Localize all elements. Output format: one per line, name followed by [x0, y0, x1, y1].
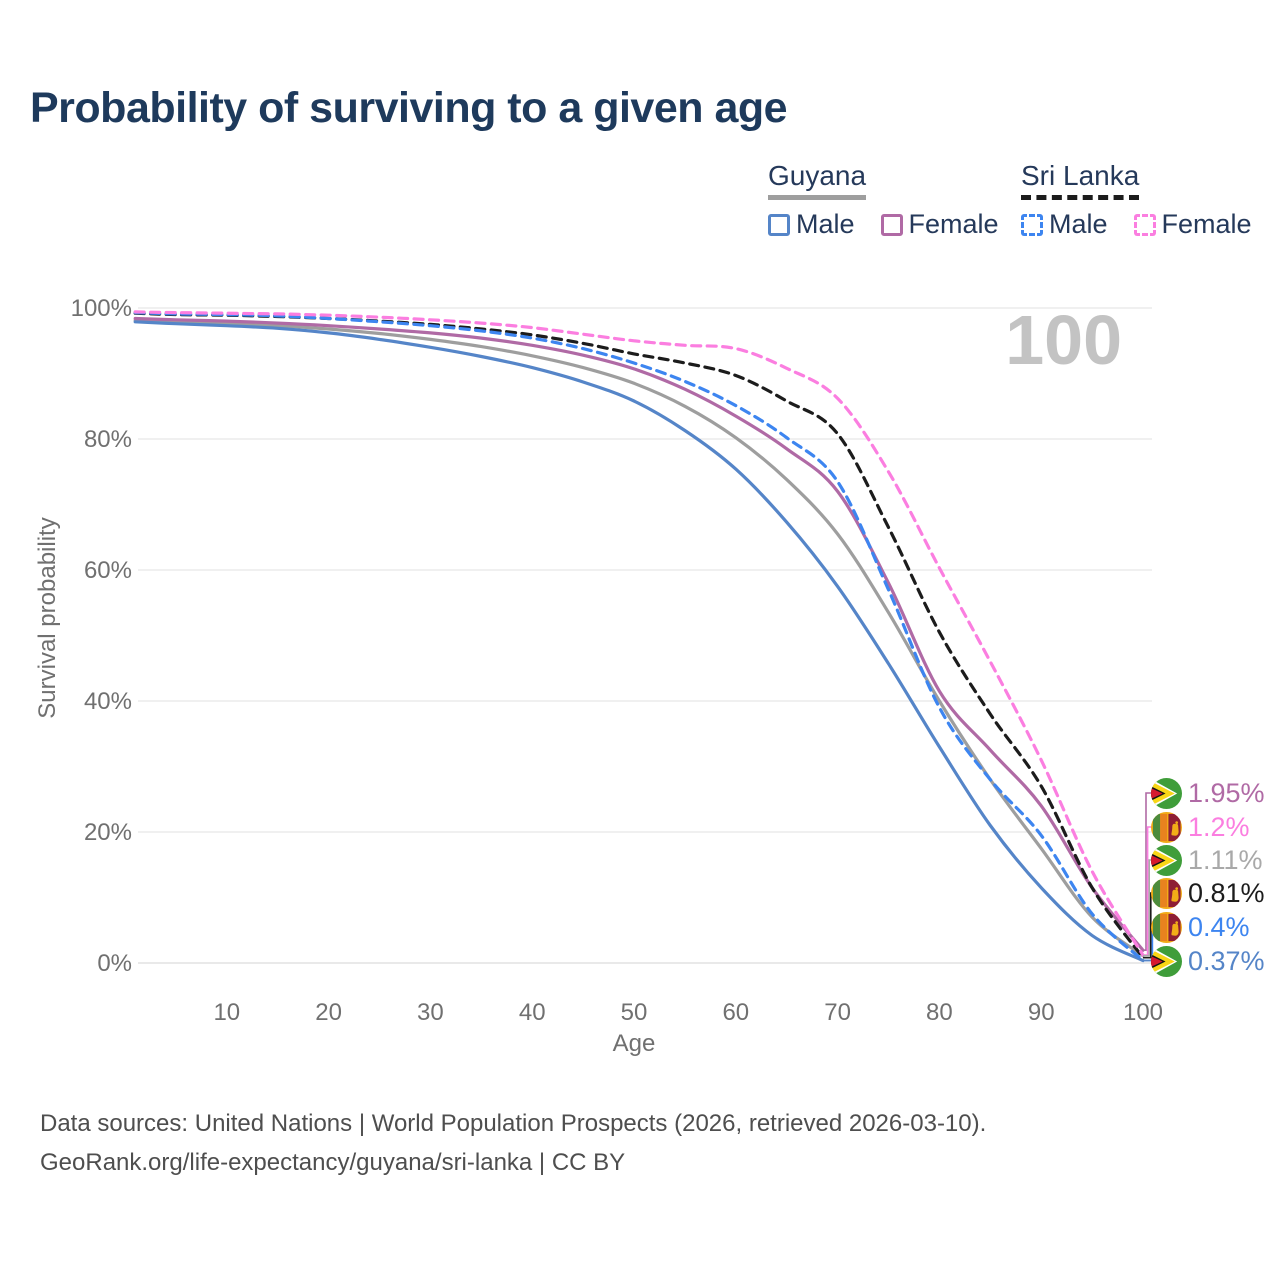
end-label-guyana-female: 1.95% — [1151, 777, 1265, 809]
y-tick-label: 40% — [84, 688, 132, 715]
guyana-flag-icon — [1151, 777, 1182, 809]
end-label-sri-lanka-both: 0.81% — [1151, 877, 1265, 909]
sri-lanka-flag-icon — [1151, 811, 1182, 843]
end-value: 1.11% — [1188, 844, 1263, 875]
legend-item-guyana-male[interactable]: Male — [768, 209, 855, 240]
end-label-sri-lanka-female: 1.2% — [1151, 811, 1250, 843]
end-label-guyana-male: 0.37% — [1151, 945, 1265, 977]
end-value: 1.95% — [1188, 777, 1265, 808]
x-tick-label: 20 — [315, 999, 342, 1026]
end-value: 0.4% — [1188, 911, 1250, 942]
sri-lanka-flag-icon — [1151, 911, 1182, 943]
legend-swatch-guyana-female — [880, 213, 903, 236]
series-line-sri-lanka-female[interactable] — [133, 310, 1145, 957]
legend-swatch-guyana-male — [768, 213, 790, 236]
end-value: 0.37% — [1188, 945, 1265, 976]
y-axis-title: Survival probability — [34, 517, 61, 719]
end-label-leader — [1143, 792, 1155, 951]
legend-country-sri-lanka: Sri Lanka — [1021, 160, 1140, 200]
series-line-guyana-both[interactable] — [133, 318, 1145, 958]
y-tick-label: 100% — [71, 295, 132, 322]
end-label-guyana-both: 1.11% — [1151, 844, 1263, 876]
legend-item-sri-lanka-female[interactable]: Female — [1133, 209, 1252, 240]
x-tick-label: 100 — [1123, 999, 1163, 1026]
x-tick-label: 30 — [417, 999, 444, 1026]
end-label-sri-lanka-male: 0.4% — [1151, 911, 1250, 943]
end-value: 0.81% — [1188, 877, 1265, 908]
legend-label: Female — [1161, 209, 1252, 239]
y-tick-label: 0% — [97, 950, 132, 977]
legend-group-sri-lanka: Sri Lanka Male Female — [1021, 160, 1252, 240]
end-value: 1.2% — [1188, 811, 1250, 842]
hovered-age-label: 100 — [1005, 301, 1122, 379]
y-tick-label: 60% — [84, 557, 132, 584]
attribution-line: GeoRank.org/life-expectancy/guyana/sri-l… — [40, 1149, 626, 1176]
series-line-guyana-female[interactable] — [133, 316, 1145, 952]
series-line-sri-lanka-both[interactable] — [133, 311, 1145, 960]
x-tick-label: 90 — [1028, 999, 1055, 1026]
legend-swatch-sri-lanka-female — [1133, 213, 1156, 236]
series-line-sri-lanka-male[interactable] — [133, 311, 1145, 962]
legend-label: Male — [796, 209, 855, 239]
x-axis-title: Age — [613, 1030, 656, 1057]
x-tick-label: 70 — [824, 999, 851, 1026]
legend-group-guyana: Guyana Male Female — [768, 160, 999, 240]
legend-label: Female — [908, 209, 999, 239]
legend-item-guyana-female[interactable]: Female — [880, 209, 999, 240]
x-tick-label: 50 — [621, 999, 648, 1026]
sri-lanka-flag-icon — [1151, 877, 1182, 909]
x-tick-label: 60 — [722, 999, 749, 1026]
series-line-guyana-male[interactable] — [133, 320, 1145, 963]
legend-country-guyana: Guyana — [768, 160, 867, 200]
guyana-flag-icon — [1151, 945, 1182, 977]
x-tick-label: 80 — [926, 999, 953, 1026]
footer: Data sources: United Nations | World Pop… — [40, 1104, 986, 1182]
y-tick-label: 20% — [84, 819, 132, 846]
legend-label: Male — [1049, 209, 1108, 239]
x-tick-label: 40 — [519, 999, 546, 1026]
data-sources-line: Data sources: United Nations | World Pop… — [40, 1110, 987, 1137]
page-title: Probability of surviving to a given age — [30, 84, 788, 132]
x-tick-label: 10 — [213, 999, 240, 1026]
legend-item-sri-lanka-male[interactable]: Male — [1021, 209, 1108, 240]
guyana-flag-icon — [1151, 844, 1182, 876]
legend-swatch-sri-lanka-male — [1021, 213, 1043, 236]
y-tick-label: 80% — [84, 426, 132, 453]
